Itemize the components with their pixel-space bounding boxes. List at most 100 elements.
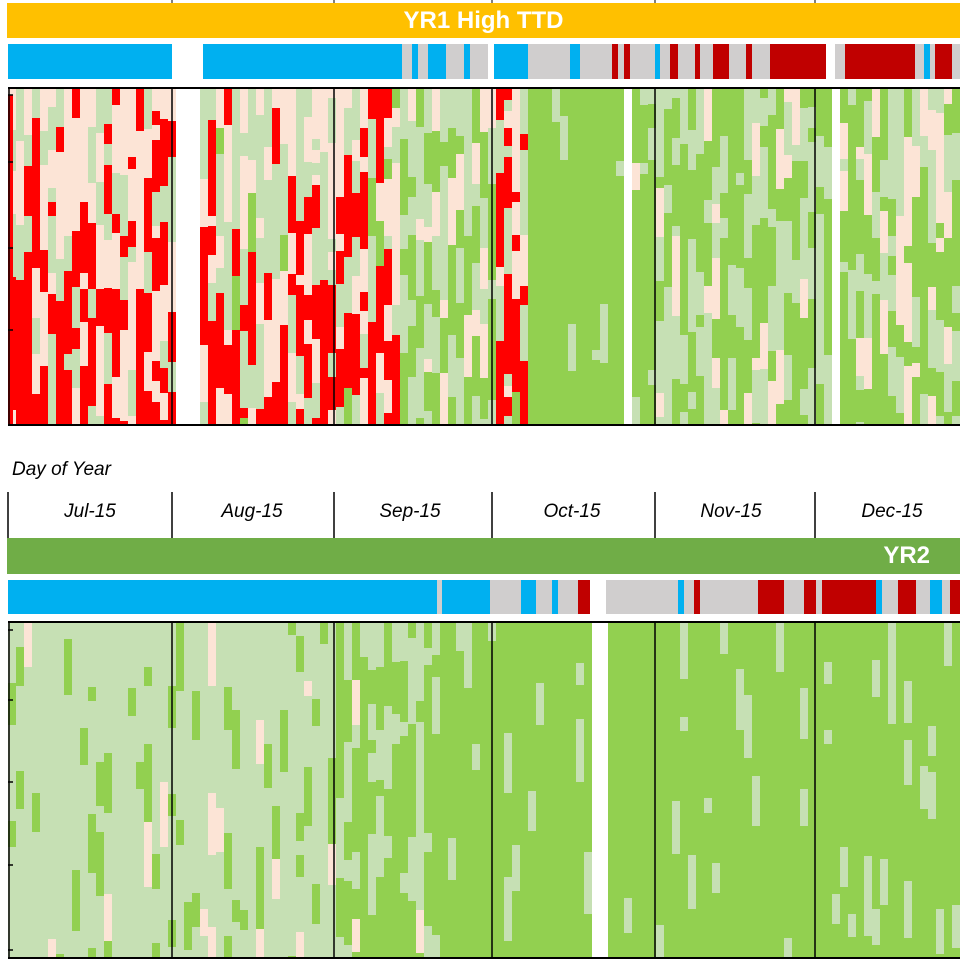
yr1-heat-cell — [24, 88, 32, 135]
yr2-heat-cell — [784, 859, 792, 892]
yr1-heat-cell — [192, 186, 200, 243]
yr2-heat-cell — [832, 894, 840, 924]
yr1-heat-cell — [464, 119, 472, 174]
yr1-heat-cell — [208, 283, 216, 321]
yr2-heat-cell — [624, 898, 632, 933]
yr1-heat-cell — [120, 330, 128, 388]
yr1-heat-cell — [120, 257, 128, 300]
yr1-heat-cell — [688, 392, 696, 409]
yr1-heat-cell — [456, 303, 464, 358]
yr1-heat-cell — [288, 295, 296, 353]
yr1-heat-cell — [768, 227, 776, 286]
yr2-heat-cell — [88, 790, 96, 814]
yr2-heat-cell — [512, 845, 520, 891]
yr2-heat-cell — [480, 681, 488, 727]
yr2-heat-cell — [864, 681, 872, 717]
yr2-heat-cell — [872, 660, 880, 697]
yr2-heat-cell — [632, 836, 640, 899]
yr1-heat-cell — [944, 327, 952, 364]
yr2-heat-cell — [368, 753, 376, 782]
yr1-heat-cell — [72, 102, 80, 118]
yr2-heat-cell — [648, 670, 656, 731]
yr2-heat-cell — [368, 704, 376, 740]
yr2-heat-cell — [568, 792, 576, 810]
yr1-heat-cell — [392, 108, 400, 127]
month-label-oct: Oct-15 — [543, 501, 601, 522]
yr2-heat-cell — [888, 724, 896, 748]
yr2-heat-cell — [144, 686, 152, 744]
yr1-heat-cell — [208, 255, 216, 283]
yr2-heat-cell — [296, 711, 304, 752]
yr1-heat-cell — [608, 151, 616, 169]
yr1-heat-cell — [648, 104, 656, 128]
yr2-heat-cell — [64, 639, 72, 695]
yr1-heat-cell — [128, 169, 136, 221]
yr2-heat-cell — [912, 666, 920, 679]
yr1-heat-cell — [752, 370, 760, 423]
yr2-heat-cell — [624, 622, 632, 639]
yr1-heat-cell — [88, 223, 96, 277]
yr1-heat-cell — [880, 414, 888, 424]
yr1-heat-cell — [88, 406, 96, 424]
yr1-heat-cell — [520, 235, 528, 286]
yr2-heat-cell — [816, 718, 824, 760]
yr2-heat-cell — [496, 811, 504, 875]
yr2-heat-cell — [664, 816, 672, 882]
yr2-heat-cell — [472, 911, 480, 927]
yr2-heat-cell — [216, 930, 224, 943]
yr1-heat-cell — [736, 232, 744, 268]
yr1-heat-cell — [456, 88, 464, 118]
yr1-heat-cell — [768, 165, 776, 188]
yr1-heat-cell — [64, 178, 72, 236]
yr1-heat-cell — [256, 409, 264, 425]
yr1-heat-cell — [904, 137, 912, 187]
yr2-heat-cell — [576, 782, 584, 823]
yr2-heat-cell — [568, 927, 576, 947]
yr1-heat-cell — [576, 376, 584, 425]
yr1-heat-cell — [928, 310, 936, 368]
yr1-heat-cell — [672, 263, 680, 316]
yr1-heat-cell — [928, 368, 936, 396]
yr2-heat-cell — [416, 622, 424, 648]
yr1-status-segment — [428, 44, 446, 79]
yr2-heat-cell — [152, 805, 160, 854]
yr1-heat-cell — [24, 380, 32, 424]
yr2-heat-cell — [40, 622, 48, 666]
yr2-heat-cell — [440, 807, 448, 843]
yr2-heat-cell — [800, 672, 808, 688]
yr2-heat-cell — [368, 782, 376, 834]
yr2-heat-cell — [944, 666, 952, 681]
month-label-sep: Sep-15 — [379, 501, 441, 522]
yr2-heat-cell — [936, 861, 944, 909]
yr1-heat-cell — [176, 88, 184, 117]
yr1-heat-cell — [128, 416, 136, 425]
yr1-heat-cell — [288, 353, 296, 402]
yr2-heat-cell — [176, 845, 184, 911]
yr1-heat-cell — [352, 276, 360, 314]
yr1-heat-cell — [640, 88, 648, 105]
yr2-heat-cell — [472, 852, 480, 884]
yr1-heat-cell — [832, 247, 840, 265]
yr1-heat-cell — [392, 88, 400, 108]
yr2-heat-cell — [56, 954, 64, 958]
yr1-heat-cell — [264, 196, 272, 251]
yr1-heat-cell — [784, 155, 792, 178]
yr2-heat-cell — [352, 666, 360, 680]
yr2-heat-cell — [872, 909, 880, 945]
yr1-heat-cell — [648, 88, 656, 104]
yr2-heat-cell — [856, 714, 864, 735]
yr1-heat-cell — [696, 361, 704, 376]
yr1-heat-cell — [832, 265, 840, 279]
yr2-heat-cell — [472, 810, 480, 852]
yr1-heat-cell — [136, 131, 144, 180]
yr2-heat-cell — [160, 913, 168, 958]
yr2-heat-cell — [792, 830, 800, 849]
yr2-heat-cell — [304, 750, 312, 767]
yr2-heat-cell — [280, 872, 288, 914]
yr1-heat-cell — [760, 323, 768, 369]
yr2-heat-cell — [328, 906, 336, 949]
yr1-heat-cell — [48, 88, 56, 107]
yr2-heat-cell — [456, 745, 464, 772]
yr2-heat-cell — [720, 936, 728, 949]
yr1-heat-cell — [72, 231, 80, 287]
